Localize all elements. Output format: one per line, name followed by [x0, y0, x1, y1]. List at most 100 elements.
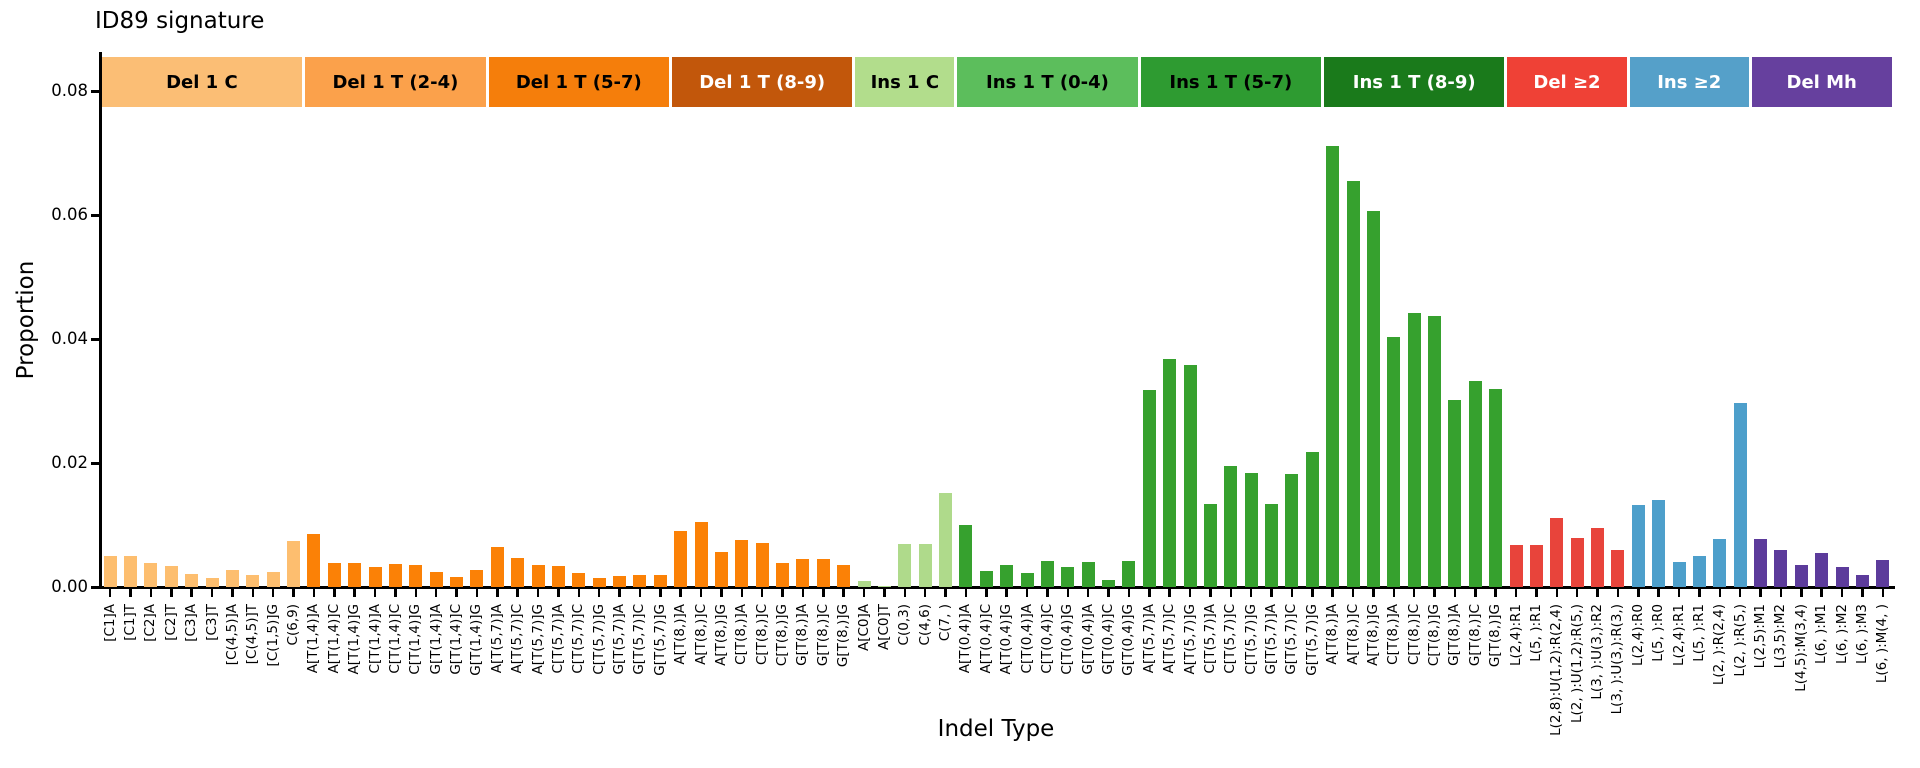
x-tick: [1372, 588, 1375, 597]
x-tick: [108, 588, 112, 597]
bar: [1733, 403, 1747, 587]
x-tick: [1738, 588, 1742, 597]
category-band-label: Ins 1 T (0-4): [986, 71, 1109, 93]
x-tick: [1861, 588, 1864, 597]
x-tick: [1066, 588, 1070, 597]
x-tick: [333, 588, 336, 597]
x-tick: [1046, 588, 1049, 597]
bar: [959, 525, 973, 587]
x-tick: [1514, 588, 1518, 597]
y-tick-label: 0.08: [51, 81, 88, 101]
y-tick-label: 0.02: [51, 453, 88, 473]
x-tick: [1840, 588, 1844, 597]
bar: [1835, 566, 1849, 587]
y-tick: [91, 213, 100, 217]
category-bands: Del 1 C Del 1 T (2-4) Del 1 T (5-7) Del 1 T…: [100, 57, 1893, 107]
bar: [1366, 211, 1380, 587]
bar: [1754, 538, 1768, 587]
chart-title: ID89 signature: [95, 8, 265, 34]
bar: [246, 575, 260, 587]
x-tick: [190, 588, 193, 597]
x-tick: [170, 588, 173, 597]
x-tick: [618, 588, 621, 597]
bar: [613, 575, 627, 587]
y-tick: [91, 461, 100, 465]
x-axis-label: Indel Type: [937, 716, 1055, 742]
category-band: Ins 1 T (0-4): [957, 57, 1138, 107]
bar: [898, 543, 912, 587]
y-tick-label: 0.04: [51, 329, 88, 349]
bar: [1448, 399, 1462, 587]
x-tick: [1881, 588, 1885, 597]
x-tick: [1596, 588, 1599, 597]
bar: [653, 575, 667, 587]
x-tick: [1555, 588, 1559, 597]
x-tick: [659, 588, 662, 597]
bar: [1794, 565, 1808, 587]
bar: [470, 570, 484, 587]
bar: [1326, 145, 1340, 587]
bar: [1061, 566, 1075, 587]
bar: [429, 572, 443, 587]
category-band-label: Del 1 T (5-7): [515, 71, 642, 93]
x-tick: [1412, 588, 1416, 597]
category-band-label: Del Mh: [1786, 71, 1857, 93]
bar: [225, 569, 239, 587]
x-tick: [1759, 588, 1762, 597]
bar: [1163, 358, 1177, 587]
category-band-label: Ins 1 C: [870, 71, 940, 93]
category-band: Ins ≥2: [1629, 57, 1749, 107]
x-tick: [1168, 588, 1171, 597]
x-tick: [760, 588, 764, 597]
x-tick: [679, 588, 682, 597]
x-tick: [638, 588, 642, 597]
bar: [409, 564, 423, 587]
y-axis-line: [98, 52, 102, 589]
x-tick: [516, 588, 519, 597]
bar: [816, 559, 830, 587]
x-tick: [1086, 588, 1090, 597]
bar: [1550, 517, 1564, 587]
x-tick: [373, 588, 377, 597]
x-tick: [1209, 588, 1212, 597]
x-tick: [1025, 588, 1029, 597]
bar: [1040, 560, 1054, 587]
bar: [164, 565, 178, 587]
bar: [327, 562, 341, 587]
bar: [1815, 552, 1829, 587]
bar: [1489, 388, 1503, 587]
x-tick: [1331, 588, 1334, 597]
x-tick: [1148, 588, 1151, 597]
x-tick: [1657, 588, 1660, 597]
x-tick: [271, 588, 275, 597]
x-tick: [740, 588, 744, 597]
bar: [1509, 545, 1523, 587]
y-tick: [91, 89, 100, 93]
x-tick: [842, 588, 845, 597]
bar: [1081, 561, 1095, 587]
x-tick: [801, 588, 805, 597]
y-axis-label: Proportion: [13, 260, 39, 380]
x-tick: [231, 588, 234, 597]
x-tick: [1311, 588, 1314, 597]
bar: [592, 577, 606, 587]
x-tick: [944, 588, 947, 597]
bar: [1407, 312, 1421, 587]
bar: [531, 565, 545, 587]
bar: [1387, 337, 1401, 587]
bar: [1652, 500, 1666, 587]
bar: [1142, 390, 1156, 587]
plot-area: [100, 52, 1893, 587]
bar: [1428, 316, 1442, 587]
bar: [1876, 559, 1890, 587]
x-tick: [557, 588, 560, 597]
bar: [857, 580, 871, 587]
bar: [266, 572, 280, 587]
x-tick: [455, 588, 458, 597]
bar: [185, 573, 199, 587]
x-tick: [1575, 588, 1579, 597]
x-tick: [1453, 588, 1457, 597]
x-tick: [1494, 588, 1497, 597]
x-axis-ticks: [100, 588, 1893, 598]
